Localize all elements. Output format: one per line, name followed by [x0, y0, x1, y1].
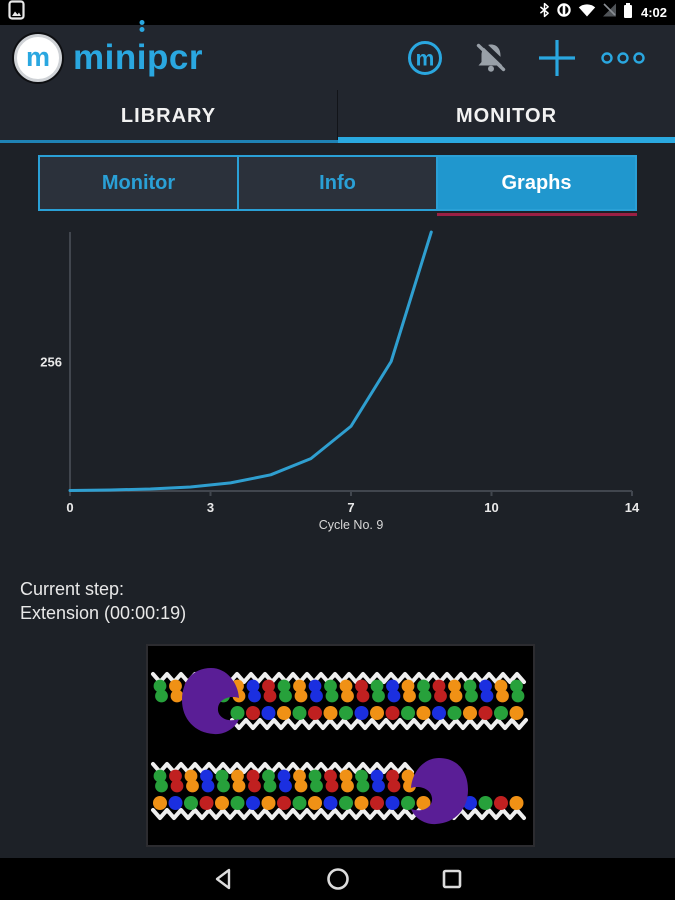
brand-wordmark: minipcr	[73, 37, 203, 77]
subtab-info[interactable]: Info	[237, 157, 436, 209]
current-step-value: Extension (00:00:19)	[20, 603, 187, 623]
battery-full-icon	[623, 2, 633, 24]
svg-text:Cycle No. 9: Cycle No. 9	[319, 518, 384, 532]
subtab-monitor[interactable]: Monitor	[40, 157, 237, 209]
back-icon[interactable]	[211, 866, 237, 892]
svg-text:10: 10	[484, 500, 498, 515]
dna-ladder-i: i	[136, 37, 147, 77]
current-step-status: Current step: Extension (00:00:19)	[20, 577, 186, 625]
app-header: m minipcr m	[0, 25, 675, 90]
tab-library[interactable]: LIBRARY	[120, 105, 217, 127]
dna-extension-animation	[146, 644, 535, 847]
tab-monitor[interactable]: MONITOR	[337, 90, 675, 143]
svg-text:m: m	[416, 47, 435, 70]
svg-text:3: 3	[207, 500, 214, 515]
notifications-off-icon[interactable]	[469, 36, 513, 80]
amplification-line-chart: 0 3 7 10 14 256 Cycle No. 9	[40, 230, 640, 532]
clock-text: 4:02	[640, 5, 667, 20]
recents-icon[interactable]	[439, 866, 465, 892]
svg-text:256: 256	[40, 355, 62, 370]
no-cell-signal-icon	[602, 3, 617, 22]
monitor-content: Monitor Info Graphs 0 3 7 10 14 256 Cycle No. …	[0, 143, 675, 858]
overflow-menu-icon[interactable]	[601, 36, 645, 80]
android-status-bar: 4:02	[0, 0, 675, 25]
main-tab-bar: LIBRARY MONITOR	[0, 90, 675, 143]
screenshot-notification-icon	[8, 0, 25, 25]
header-actions: m	[403, 36, 645, 80]
minipcr-logo-badge: m	[14, 33, 62, 82]
graphs-active-underline	[437, 213, 637, 216]
svg-text:14: 14	[625, 500, 640, 515]
circle-indicator-icon	[556, 2, 572, 23]
dna-strands-figure	[148, 646, 533, 845]
current-step-label: Current step:	[20, 579, 125, 599]
android-nav-bar	[0, 858, 675, 900]
subtab-graphs[interactable]: Graphs	[436, 157, 635, 209]
svg-text:0: 0	[66, 500, 73, 515]
wifi-icon	[578, 3, 596, 22]
amplification-chart: 0 3 7 10 14 256 Cycle No. 9	[0, 225, 675, 535]
bluetooth-icon	[539, 2, 550, 23]
device-connected-icon[interactable]: m	[403, 36, 447, 80]
home-icon[interactable]	[325, 866, 351, 892]
subtab-bar: Monitor Info Graphs	[38, 155, 637, 211]
svg-text:7: 7	[347, 500, 354, 515]
add-protocol-icon[interactable]	[535, 36, 579, 80]
